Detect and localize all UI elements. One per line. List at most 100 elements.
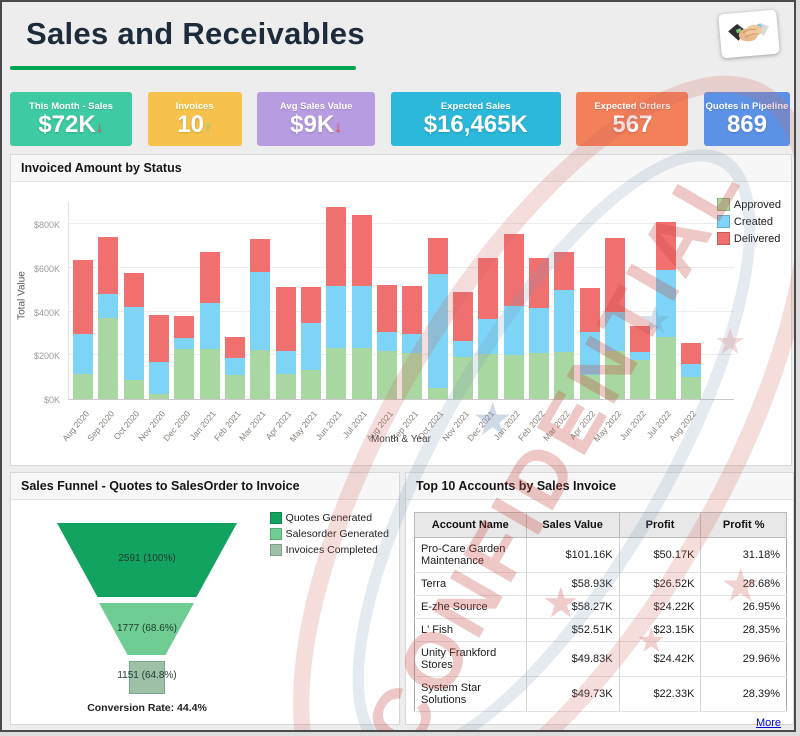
bar-segment-delivered[interactable] (655, 222, 676, 270)
bar-segment-created[interactable] (98, 293, 119, 319)
bar-jul-2021[interactable] (351, 202, 372, 399)
bar-segment-delivered[interactable] (224, 337, 245, 358)
bar-sep-2021[interactable] (402, 202, 423, 399)
bar-segment-created[interactable] (300, 323, 321, 371)
bar-may-2022[interactable] (604, 202, 625, 399)
bar-may-2021[interactable] (300, 202, 321, 399)
bar-mar-2022[interactable] (554, 202, 575, 399)
bar-segment-created[interactable] (275, 350, 296, 374)
table-row[interactable]: System Star Solutions $49.73K $22.33K 28.39… (414, 676, 787, 712)
bar-apr-2022[interactable] (579, 202, 600, 399)
bar-aug-2020[interactable] (73, 202, 93, 399)
table-row[interactable]: E-zhe Source $58.27K $24.22K 26.95% (414, 595, 787, 619)
bar-jun-2022[interactable] (630, 202, 651, 399)
column-header-account-name[interactable]: Account Name (414, 512, 527, 538)
table-row[interactable]: Pro-Care Garden Maintenance $101.16K $50.1… (414, 537, 787, 573)
bar-segment-delivered[interactable] (478, 257, 499, 320)
legend-item-created[interactable]: Created (716, 215, 781, 228)
bar-segment-approved[interactable] (275, 373, 296, 399)
bar-nov-2020[interactable] (148, 202, 169, 399)
bar-segment-approved[interactable] (300, 370, 321, 399)
kpi-this-month-sales[interactable]: This Month - Sales $72K↓ (10, 92, 132, 146)
bar-sep-2020[interactable] (98, 202, 119, 399)
bar-nov-2021[interactable] (452, 202, 473, 399)
bar-segment-delivered[interactable] (275, 286, 296, 351)
bar-segment-approved[interactable] (528, 353, 549, 399)
bar-segment-delivered[interactable] (554, 251, 575, 291)
bar-jan-2022[interactable] (503, 202, 524, 399)
bar-segment-delivered[interactable] (148, 314, 169, 363)
kpi-avg-sales-value[interactable]: Avg Sales Value $9K↓ (257, 92, 376, 146)
bar-segment-created[interactable] (224, 357, 245, 376)
bar-segment-created[interactable] (73, 334, 93, 374)
bar-segment-created[interactable] (351, 286, 372, 348)
bar-segment-delivered[interactable] (427, 237, 448, 275)
more-link[interactable]: More (755, 717, 781, 729)
table-row[interactable]: Terra $58.93K $26.52K 28.68% (414, 572, 787, 596)
bar-apr-2021[interactable] (275, 202, 296, 399)
bar-segment-delivered[interactable] (300, 287, 321, 324)
column-header-sales-value[interactable]: Sales Value (525, 512, 620, 538)
bar-segment-delivered[interactable] (250, 239, 271, 273)
bar-segment-created[interactable] (478, 319, 499, 355)
bar-segment-approved[interactable] (630, 360, 651, 399)
bar-segment-created[interactable] (579, 332, 600, 376)
bar-segment-approved[interactable] (680, 377, 701, 399)
bar-segment-approved[interactable] (503, 355, 524, 399)
bar-segment-approved[interactable] (579, 375, 600, 399)
bar-segment-delivered[interactable] (199, 252, 220, 303)
bar-segment-delivered[interactable] (579, 287, 600, 333)
bar-segment-delivered[interactable] (528, 257, 549, 309)
bar-segment-approved[interactable] (655, 337, 676, 399)
bar-dec-2020[interactable] (174, 202, 195, 399)
bar-segment-approved[interactable] (452, 357, 473, 399)
legend-item-salesorder-generated[interactable]: Salesorder Generated (269, 528, 389, 540)
bar-mar-2021[interactable] (250, 202, 271, 399)
bar-dec-2021[interactable] (478, 202, 499, 399)
bar-segment-created[interactable] (174, 338, 195, 350)
bar-segment-approved[interactable] (199, 349, 220, 399)
kpi-expected-orders[interactable]: Expected Orders 567 (576, 92, 689, 146)
bar-segment-created[interactable] (630, 352, 651, 361)
bar-segment-delivered[interactable] (452, 291, 473, 342)
bar-oct-2021[interactable] (427, 202, 448, 399)
bar-segment-delivered[interactable] (604, 238, 625, 313)
bar-segment-delivered[interactable] (376, 284, 397, 333)
bar-segment-approved[interactable] (250, 349, 271, 399)
bar-jul-2022[interactable] (655, 202, 676, 399)
bar-feb-2021[interactable] (224, 202, 245, 399)
bar-jan-2021[interactable] (199, 202, 220, 399)
bar-segment-delivered[interactable] (680, 343, 701, 365)
table-row[interactable]: L' Fish $52.51K $23.15K 28.35% (414, 618, 787, 642)
funnel-stage-invoices[interactable] (129, 661, 165, 694)
bar-segment-created[interactable] (503, 306, 524, 356)
bar-segment-approved[interactable] (326, 347, 347, 399)
bar-segment-created[interactable] (326, 286, 347, 348)
bar-oct-2020[interactable] (123, 202, 144, 399)
bar-segment-approved[interactable] (98, 318, 119, 399)
bar-segment-approved[interactable] (376, 350, 397, 399)
column-header-profit[interactable]: Profit (618, 512, 702, 538)
bar-segment-created[interactable] (655, 269, 676, 338)
bar-segment-created[interactable] (402, 334, 423, 353)
legend-item-delivered[interactable]: Delivered (716, 232, 781, 245)
bar-segment-created[interactable] (123, 307, 144, 380)
bar-segment-approved[interactable] (148, 394, 169, 399)
bar-segment-approved[interactable] (402, 352, 423, 399)
bar-segment-approved[interactable] (427, 388, 448, 399)
bar-segment-delivered[interactable] (123, 272, 144, 308)
bar-segment-approved[interactable] (604, 350, 625, 399)
legend-item-invoices-completed[interactable]: Invoices Completed (269, 544, 389, 556)
bar-segment-delivered[interactable] (402, 285, 423, 335)
bar-segment-approved[interactable] (554, 351, 575, 399)
bar-segment-approved[interactable] (174, 349, 195, 399)
bar-segment-created[interactable] (148, 362, 169, 394)
bar-segment-delivered[interactable] (503, 233, 524, 307)
kpi-quotes-in-pipeline[interactable]: Quotes in Pipeline 869 (703, 92, 790, 146)
bar-segment-approved[interactable] (73, 373, 93, 399)
bar-feb-2022[interactable] (528, 202, 549, 399)
bar-segment-created[interactable] (376, 332, 397, 351)
bar-segment-created[interactable] (427, 274, 448, 389)
bar-segment-created[interactable] (250, 272, 271, 350)
kpi-invoices[interactable]: Invoices 10↑ (147, 92, 242, 146)
